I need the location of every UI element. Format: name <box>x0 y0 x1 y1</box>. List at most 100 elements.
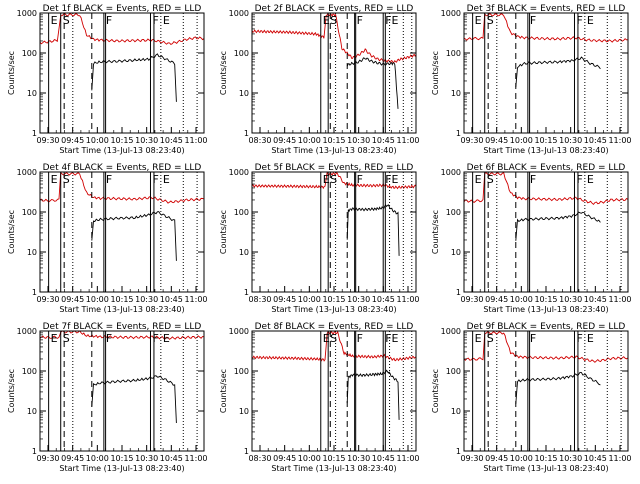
x-axis-label: Start Time (13-Jul-13 08:23:40) <box>59 464 184 473</box>
panel-title: Det 8f BLACK = Events, RED = LLD <box>255 322 414 332</box>
y-tick-label: 100 <box>234 49 249 58</box>
y-tick-label: 1 <box>244 129 249 138</box>
x-tick-label: 10:30 <box>559 454 582 463</box>
lld-series-line <box>464 13 628 43</box>
y-axis-label: Counts/sec <box>7 369 16 413</box>
y-axis-label: Counts/sec <box>7 51 16 95</box>
x-tick-label: 08:30 <box>248 295 271 304</box>
x-tick-label: 10:15 <box>534 295 557 304</box>
x-tick-label: 10:45 <box>584 454 607 463</box>
x-tick-label: 10:30 <box>135 454 158 463</box>
y-tick-label: 1000 <box>441 168 461 177</box>
x-tick-label: 09:30 <box>36 295 59 304</box>
event-marker-label: F <box>152 332 158 345</box>
y-axis-label: Counts/sec <box>431 51 440 95</box>
lld-series-line <box>252 172 416 190</box>
event-marker-label: S <box>63 332 70 345</box>
event-marker-label: F <box>152 14 158 27</box>
x-tick-label: 09:45 <box>61 454 84 463</box>
event-marker-label: F <box>576 332 582 345</box>
events-series-line <box>515 56 601 88</box>
event-marker-label: E <box>323 332 330 345</box>
event-marker-label: F <box>357 332 363 345</box>
event-marker-label: E <box>323 173 330 186</box>
y-tick-label: 1000 <box>441 327 461 336</box>
x-axis-label: Start Time (13-Jul-13 08:23:40) <box>271 305 396 314</box>
x-axis-label: Start Time (13-Jul-13 08:23:40) <box>59 305 184 314</box>
x-tick-label: 10:45 <box>584 136 607 145</box>
panel-title: Det 6f BLACK = Events, RED = LLD <box>467 163 626 173</box>
y-tick-label: 1000 <box>229 327 249 336</box>
x-tick-label: 09:45 <box>61 136 84 145</box>
x-tick-label: 10:15 <box>534 454 557 463</box>
y-tick-label: 100 <box>446 49 461 58</box>
x-tick-label: 09:30 <box>36 136 59 145</box>
y-tick-label: 1 <box>32 447 37 456</box>
event-marker-label: F <box>385 173 391 186</box>
x-tick-label: 11:00 <box>184 136 207 145</box>
y-tick-label: 10 <box>27 248 37 257</box>
y-axis-label: Counts/sec <box>431 210 440 254</box>
x-tick-label: 10:00 <box>298 454 321 463</box>
panel-plot-area <box>40 172 204 292</box>
y-tick-label: 1000 <box>17 327 37 336</box>
x-tick-label: 10:00 <box>86 454 109 463</box>
event-marker-label: E <box>475 173 482 186</box>
event-marker-label: F <box>152 173 158 186</box>
y-tick-label: 10 <box>27 407 37 416</box>
y-tick-label: 1 <box>32 129 37 138</box>
event-marker-label: E <box>475 14 482 27</box>
lld-series-line <box>464 172 628 206</box>
lld-series-line <box>40 13 204 45</box>
y-tick-label: 1 <box>32 288 37 297</box>
y-tick-label: 1000 <box>17 9 37 18</box>
panel-frame <box>251 171 417 293</box>
x-tick-label: 10:30 <box>559 136 582 145</box>
panel-frame <box>251 330 417 452</box>
event-marker-label: E <box>392 332 399 345</box>
panel-plot-area <box>252 331 416 451</box>
x-tick-label: 10:15 <box>322 136 345 145</box>
event-marker-label: E <box>392 173 399 186</box>
x-tick-label: 11:00 <box>608 136 631 145</box>
panel-title: Det 1f BLACK = Events, RED = LLD <box>43 4 202 14</box>
x-tick-label: 10:00 <box>510 295 533 304</box>
x-tick-label: 08:30 <box>248 136 271 145</box>
x-tick-label: 10:15 <box>322 454 345 463</box>
x-tick-label: 11:00 <box>184 454 207 463</box>
event-marker-label: E <box>475 332 482 345</box>
x-tick-label: 10:00 <box>86 295 109 304</box>
panel-title: Det 7f BLACK = Events, RED = LLD <box>43 322 202 332</box>
event-marker-label: E <box>163 14 170 27</box>
events-series-line <box>91 211 177 261</box>
events-series-line <box>91 53 177 102</box>
y-tick-label: 10 <box>239 89 249 98</box>
y-tick-label: 1000 <box>17 168 37 177</box>
event-marker-label: F <box>530 14 536 27</box>
panel-title: Det 2f BLACK = Events, RED = LLD <box>255 4 414 14</box>
y-tick-label: 10 <box>239 407 249 416</box>
x-tick-label: 10:00 <box>86 136 109 145</box>
x-axis-label: Start Time (13-Jul-13 08:23:40) <box>59 146 184 155</box>
x-tick-label: 09:45 <box>485 136 508 145</box>
lld-series-line <box>40 172 204 204</box>
event-marker-label: E <box>163 173 170 186</box>
event-marker-label: S <box>487 332 494 345</box>
x-tick-label: 09:30 <box>460 295 483 304</box>
x-tick-label: 10:15 <box>534 136 557 145</box>
lld-series-line <box>252 13 416 64</box>
panel-title: Det 3f BLACK = Events, RED = LLD <box>467 4 626 14</box>
x-tick-label: 10:30 <box>135 136 158 145</box>
x-tick-label: 10:45 <box>160 454 183 463</box>
y-tick-label: 1 <box>456 288 461 297</box>
x-tick-label: 10:45 <box>372 454 395 463</box>
x-tick-label: 10:00 <box>298 136 321 145</box>
x-tick-label: 10:15 <box>110 295 133 304</box>
x-tick-label: 10:00 <box>510 136 533 145</box>
